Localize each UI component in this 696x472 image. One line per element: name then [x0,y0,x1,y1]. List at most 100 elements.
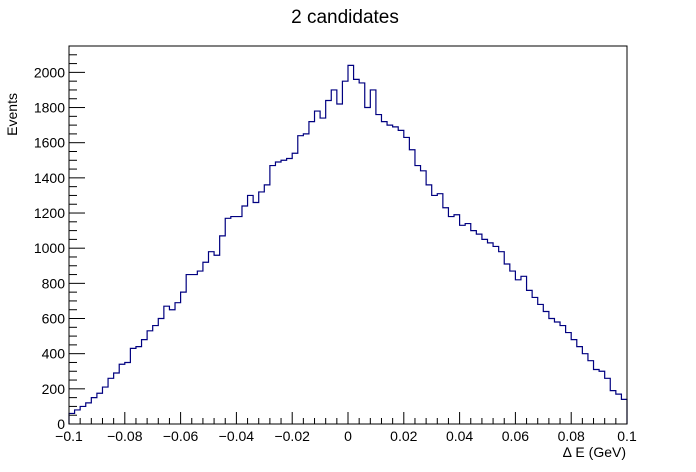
y-tick-label: 1600 [34,135,65,151]
histogram-bin [102,387,108,424]
histogram-bin [504,264,510,424]
histogram-bin [292,153,298,424]
histogram-bin [275,162,281,424]
histogram-bin [331,90,337,424]
histogram-bin [169,310,175,424]
histogram-bin [348,65,354,424]
y-tick-label: 2000 [34,64,65,80]
histogram-bin [359,83,365,424]
x-tick-label: −0.02 [274,428,310,444]
histogram-bin [248,195,254,424]
histogram-bin [460,225,466,424]
histogram-bin [114,373,120,424]
histogram-bin [214,255,220,424]
y-tick-label: 0 [57,416,65,432]
histogram-bin [404,137,410,424]
histogram-bin [108,378,114,424]
histogram-bin [588,361,594,424]
histogram-bin [599,371,605,424]
histogram-bin [476,234,482,424]
histogram-bin [264,185,270,424]
histogram-bin [354,79,360,424]
histogram-bin [510,271,516,424]
x-tick-label: 0 [344,428,352,444]
histogram-bin [231,217,237,424]
histogram-bin [577,347,583,424]
histogram-bin [582,354,588,424]
histogram-bin [543,311,549,424]
histogram-bin [488,243,494,424]
histogram-bin [532,297,538,424]
histogram-bin [499,252,505,424]
histogram-bin [437,194,443,424]
plot-frame [68,45,628,425]
histogram-bin [270,166,276,424]
x-axis-label: ∆ E (GeV) [563,444,626,460]
histogram-bin [566,333,572,424]
histogram-bin [421,171,427,424]
histogram-bin [315,111,321,424]
histogram-bin [393,127,399,424]
histogram-bin [97,393,103,424]
histogram-bin [594,369,600,424]
y-axis-label: Events [4,93,20,136]
x-tick-label: 0.04 [446,428,473,444]
histogram-bin [91,398,97,424]
histogram-bin [560,326,566,424]
histogram-bin [125,362,131,424]
histogram-bin [415,166,421,424]
histogram-bin [86,403,92,424]
histogram-bin [370,90,376,424]
histogram-bin [616,394,622,424]
histogram-bin [610,391,616,424]
histogram-bin [303,134,309,424]
histogram-outline [68,64,628,424]
histogram-bin [181,292,187,424]
axis-tick-labels: −0.1 −0.08 −0.06 −0.04 −0.02 0 0.02 0.04 0.06 0.0… [34,64,637,444]
histogram-bin [365,108,371,424]
histogram-bin [130,348,136,424]
y-tick-label: 600 [42,311,66,327]
x-tick-label: −0.08 [107,428,143,444]
histogram-bin [409,150,415,424]
histogram-bin [236,217,242,424]
histogram-bin [175,303,181,424]
x-tick-label: −0.1 [55,428,83,444]
x-tick-label: 0.02 [390,428,417,444]
histogram-bin [153,326,159,424]
y-tick-label: 200 [42,381,66,397]
histogram-bin [448,217,454,424]
histogram-bin [119,364,125,424]
x-tick-label: −0.06 [163,428,199,444]
histogram-bin [337,104,343,424]
histogram-bin [621,399,627,424]
histogram-bin [342,81,348,424]
y-tick-label: 800 [42,275,66,291]
chart-title: 2 candidates [291,7,399,28]
histogram-bin [309,122,315,424]
histogram-bin [209,252,215,424]
histogram-bin [454,215,460,424]
histogram-bin [158,319,164,424]
histogram-bin [253,202,259,424]
x-tick-label: 0.08 [558,428,585,444]
histogram-bin [554,322,560,424]
histogram-bin [298,136,304,424]
histogram-bin [192,275,198,424]
histogram-bin [605,378,611,424]
histogram-bin [426,185,432,424]
histogram-bin [320,118,326,424]
histogram-bin [80,406,86,424]
histogram-bin [259,192,265,424]
histogram-bin [482,239,488,424]
histogram-bin [527,290,533,424]
histogram-bin [549,319,555,424]
histogram-bin [147,331,153,424]
y-tick-label: 1000 [34,240,65,256]
histogram-bin [443,208,449,424]
histogram-bin [381,122,387,424]
histogram-bin [493,246,499,424]
histogram-bin [471,231,477,424]
histogram-bin [281,160,287,424]
